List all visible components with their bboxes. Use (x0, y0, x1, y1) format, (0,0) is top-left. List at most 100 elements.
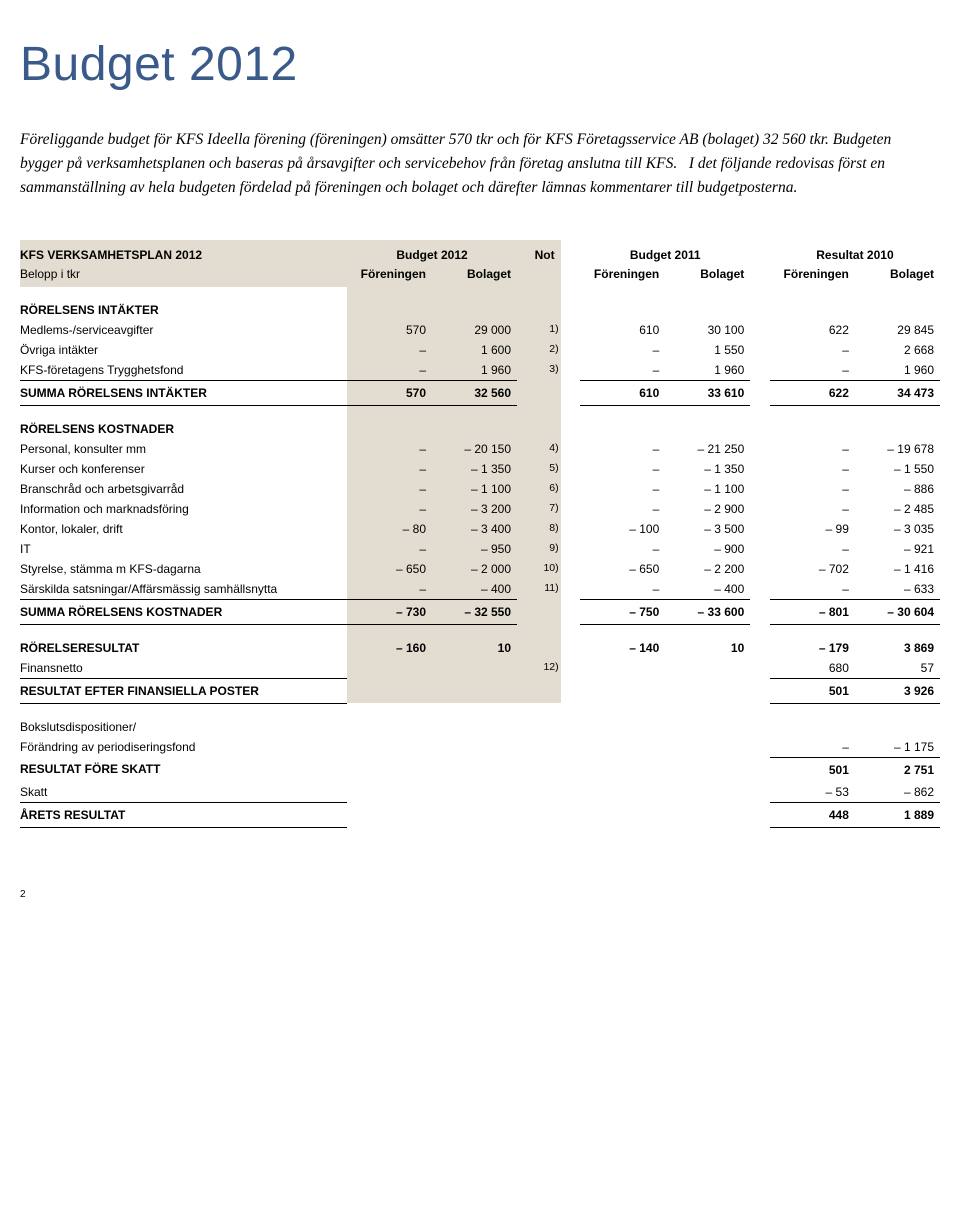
cell: – 19 678 (855, 439, 940, 459)
cell: – (580, 579, 665, 600)
row-label: Personal, konsulter mm (20, 439, 347, 459)
table-row: IT – – 950 9) – – 900 – – 921 (20, 539, 940, 559)
cell: – (580, 539, 665, 559)
header-budget2011: Budget 2011 (580, 240, 750, 264)
cell: – (347, 479, 432, 499)
table-row: RÖRELSENS KOSTNADER (20, 405, 940, 439)
cell: – (580, 439, 665, 459)
cell: 570 (347, 380, 432, 405)
row-label: Kontor, lokaler, drift (20, 519, 347, 539)
page-title: Budget 2012 (20, 30, 940, 100)
cell: – 140 (580, 624, 665, 658)
cell: 3 926 (855, 678, 940, 703)
table-row: SUMMA RÖRELSENS KOSTNADER – 730 – 32 550… (20, 599, 940, 624)
cell: 1 960 (855, 360, 940, 381)
cell: – (580, 479, 665, 499)
cell: 1 550 (665, 340, 750, 360)
cell: 34 473 (855, 380, 940, 405)
cell: 622 (770, 380, 855, 405)
row-label: Förändring av periodiseringsfond (20, 737, 347, 758)
row-label: RÖRELSERESULTAT (20, 624, 347, 658)
cell: – 1 350 (432, 459, 517, 479)
cell: – (347, 360, 432, 381)
cell: – 1 100 (432, 479, 517, 499)
row-label: SUMMA RÖRELSENS INTÄKTER (20, 380, 347, 405)
row-label: RESULTAT FÖRE SKATT (20, 757, 347, 782)
header-foreningen-10: Föreningen (770, 264, 855, 287)
table-row: Personal, konsulter mm – – 20 150 4) – –… (20, 439, 940, 459)
cell: – 1 416 (855, 559, 940, 579)
cell: – (347, 539, 432, 559)
cell: – 2 200 (665, 559, 750, 579)
cell-not: 9) (517, 539, 561, 559)
cell: – 1 550 (855, 459, 940, 479)
cell: – 633 (855, 579, 940, 600)
cell: 622 (770, 320, 855, 340)
cell: – 1 175 (855, 737, 940, 758)
cell-not: 11) (517, 579, 561, 600)
cell: 29 000 (432, 320, 517, 340)
cell-not: 10) (517, 559, 561, 579)
cell: – 3 400 (432, 519, 517, 539)
table-row: Finansnetto 12) 680 57 (20, 658, 940, 679)
table-header-row-1: KFS VERKSAMHETSPLAN 2012 Budget 2012 Not… (20, 240, 940, 264)
row-label: IT (20, 539, 347, 559)
table-row: Kurser och konferenser – – 1 350 5) – – … (20, 459, 940, 479)
table-row: RÖRELSENS INTÄKTER (20, 287, 940, 320)
row-label: Bokslutsdispositioner/ (20, 703, 347, 737)
cell-not: 3) (517, 360, 561, 381)
header-budget2012: Budget 2012 (347, 240, 517, 264)
cell: 1 889 (855, 802, 940, 827)
header-bolaget-10: Bolaget (855, 264, 940, 287)
cell: – (770, 579, 855, 600)
cell: – 400 (432, 579, 517, 600)
table-row: Information och marknadsföring – – 3 200… (20, 499, 940, 519)
cell: – 21 250 (665, 439, 750, 459)
table-row: Övriga intäkter – 1 600 2) – 1 550 – 2 6… (20, 340, 940, 360)
header-foreningen-12: Föreningen (347, 264, 432, 287)
cell-not: 1) (517, 320, 561, 340)
header-resultat2010: Resultat 2010 (770, 240, 940, 264)
cell: – 801 (770, 599, 855, 624)
table-row: Kontor, lokaler, drift – 80 – 3 400 8) –… (20, 519, 940, 539)
cell: 3 869 (855, 624, 940, 658)
cell: 448 (770, 802, 855, 827)
cell: 33 610 (665, 380, 750, 405)
cell: – 1 100 (665, 479, 750, 499)
header-not: Not (517, 240, 561, 264)
cell: – 30 604 (855, 599, 940, 624)
cell: – 179 (770, 624, 855, 658)
cell: – (347, 340, 432, 360)
cell: – 650 (347, 559, 432, 579)
cell: 10 (665, 624, 750, 658)
cell: – (770, 539, 855, 559)
cell-not: 7) (517, 499, 561, 519)
cell: – 3 035 (855, 519, 940, 539)
cell: – 20 150 (432, 439, 517, 459)
cell: – (347, 459, 432, 479)
table-row: RESULTAT FÖRE SKATT 501 2 751 (20, 757, 940, 782)
cell-not: 2) (517, 340, 561, 360)
cell: – (770, 360, 855, 381)
cell: 501 (770, 757, 855, 782)
cell: 1 600 (432, 340, 517, 360)
row-label: Särskilda satsningar/Affärsmässig samhäl… (20, 579, 347, 600)
cell: – (347, 579, 432, 600)
page-number: 2 (20, 888, 26, 903)
cell: 610 (580, 380, 665, 405)
table-row: ÅRETS RESULTAT 448 1 889 (20, 802, 940, 827)
cell: 29 845 (855, 320, 940, 340)
table-row: RESULTAT EFTER FINANSIELLA POSTER 501 3 … (20, 678, 940, 703)
cell: – 950 (432, 539, 517, 559)
table-row: RÖRELSERESULTAT – 160 10 – 140 10 – 179 … (20, 624, 940, 658)
table-row: Medlems-/serviceavgifter 570 29 000 1) 6… (20, 320, 940, 340)
cell: – 160 (347, 624, 432, 658)
budget-table: KFS VERKSAMHETSPLAN 2012 Budget 2012 Not… (20, 240, 940, 828)
header-foreningen-11: Föreningen (580, 264, 665, 287)
cell: – 3 200 (432, 499, 517, 519)
cell: – (770, 439, 855, 459)
cell: 1 960 (432, 360, 517, 381)
cell: – (580, 340, 665, 360)
row-label: Skatt (20, 782, 347, 803)
table-row: Särskilda satsningar/Affärsmässig samhäl… (20, 579, 940, 600)
